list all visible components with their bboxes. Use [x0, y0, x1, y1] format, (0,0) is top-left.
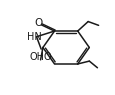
- Text: O: O: [34, 18, 43, 28]
- Text: OHO: OHO: [29, 52, 52, 62]
- Text: HN: HN: [27, 32, 42, 42]
